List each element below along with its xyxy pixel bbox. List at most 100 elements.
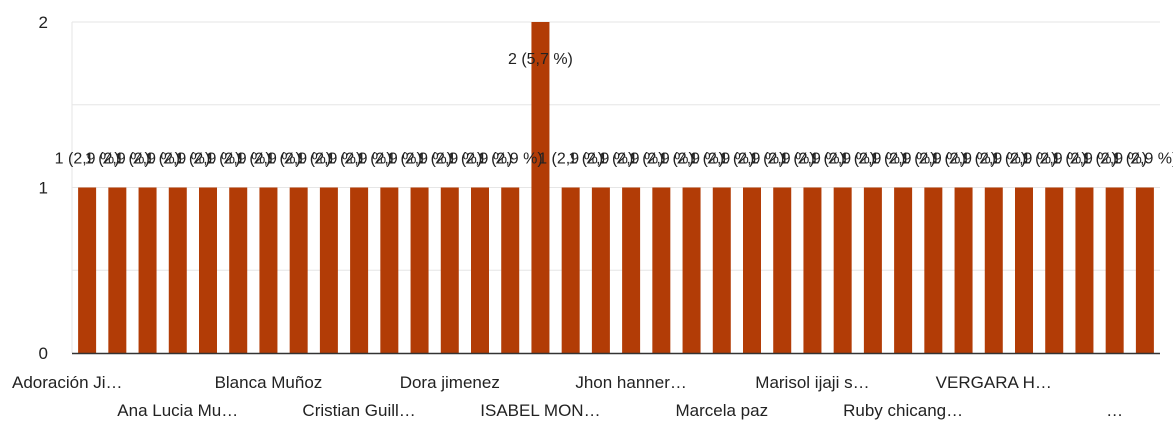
bar: [863, 187, 882, 353]
bar: [1105, 187, 1124, 353]
bar: [1075, 187, 1094, 353]
x-axis-label: Marisol ijaji s…: [755, 373, 869, 392]
svg-text:1 (2,9 %): 1 (2,9 %): [327, 151, 392, 168]
gridlines: [71, 21, 1160, 353]
bar: [289, 187, 308, 353]
svg-text:1 (2,9 %): 1 (2,9 %): [448, 151, 513, 168]
data-label: 1 (2,9 %): [55, 151, 120, 168]
bars: [78, 22, 1154, 353]
bar: [743, 187, 761, 353]
data-label: 1 (2,9 %): [568, 151, 633, 168]
data-label: 1 (2,9 %): [840, 151, 905, 168]
bar: [168, 187, 187, 353]
svg-text:1 (2,9 %): 1 (2,9 %): [689, 151, 754, 168]
data-label: 1 (2,9 %): [992, 151, 1057, 168]
svg-text:1 (2,9 %): 1 (2,9 %): [931, 151, 996, 168]
data-label: 1 (2,9 %): [327, 151, 392, 168]
svg-text:1 (2,9 %): 1 (2,9 %): [659, 151, 724, 168]
svg-text:1 (2,9 %): 1 (2,9 %): [1052, 151, 1117, 168]
data-label: 1 (2,9 %): [538, 151, 603, 168]
bar: [380, 187, 399, 353]
bar: [773, 187, 792, 353]
svg-text:1 (2,9 %): 1 (2,9 %): [780, 151, 845, 168]
data-label: 1 (2,9 %): [901, 151, 966, 168]
bar: [229, 187, 248, 353]
svg-text:1 (2,9 %): 1 (2,9 %): [901, 151, 966, 168]
x-axis-label: Cristian Guill…: [302, 401, 415, 420]
bar: [591, 187, 610, 353]
bar: [652, 187, 671, 353]
data-label: 1 (2,9 %): [1022, 151, 1087, 168]
bar: [108, 187, 127, 353]
svg-text:1 (2,9 %): 1 (2,9 %): [296, 151, 361, 168]
data-label: 1 (2,9 %): [1052, 151, 1117, 168]
bar: [199, 187, 217, 353]
data-label: 1 (2,9 %): [961, 151, 1026, 168]
bar: [138, 187, 157, 353]
data-label: 1 (2,9 %): [780, 151, 845, 168]
svg-text:1 (2,9 %): 1 (2,9 %): [206, 151, 271, 168]
svg-text:1 (2,9 %): 1 (2,9 %): [115, 151, 180, 168]
x-axis-labels: Adoración Ji… Ana Lucia Mu… Blanca Muñoz Cr…: [12, 373, 1123, 420]
svg-text:1 (2,9 %): 1 (2,9 %): [840, 151, 905, 168]
data-label: 1 (2,9 %): [206, 151, 271, 168]
bar: [501, 187, 520, 353]
svg-text:1 (2,9 %): 1 (2,9 %): [629, 151, 694, 168]
bar: [531, 22, 550, 353]
data-label: 1 (2,9 %): [478, 151, 543, 168]
x-axis-label: VERGARA H…: [936, 373, 1052, 392]
x-axis-label: Marcela paz: [675, 401, 768, 420]
svg-text:1 (2,9 %): 1 (2,9 %): [720, 151, 785, 168]
svg-text:1 (2,9 %): 1 (2,9 %): [266, 151, 331, 168]
data-labels: 1 (2,9 %)1 (2,9 %)1 (2,9 %)1 (2,9 %)1 (2…: [55, 51, 1173, 168]
svg-text:1 (2,9 %): 1 (2,9 %): [55, 151, 120, 168]
bar: [410, 187, 429, 353]
bar: [894, 187, 913, 353]
data-label: 1 (2,9 %): [176, 151, 241, 168]
svg-text:1 (2,9 %): 1 (2,9 %): [176, 151, 241, 168]
data-label: 1 (2,9 %): [236, 151, 301, 168]
x-axis-label: Dora jimenez: [400, 373, 500, 392]
data-label: 1 (2,9 %): [1082, 151, 1147, 168]
svg-text:1 (2,9 %): 1 (2,9 %): [568, 151, 633, 168]
data-label: 1 (2,9 %): [296, 151, 361, 168]
bar: [622, 187, 641, 353]
x-axis-label: Adoración Ji…: [12, 373, 123, 392]
svg-text:1 (2,9 %): 1 (2,9 %): [236, 151, 301, 168]
svg-text:1 (2,9 %): 1 (2,9 %): [357, 151, 422, 168]
data-label: 1 (2,9 %): [720, 151, 785, 168]
x-axis-label: Blanca Muñoz: [215, 373, 323, 392]
data-label: 1 (2,9 %): [599, 151, 664, 168]
svg-text:1 (2,9 %): 1 (2,9 %): [961, 151, 1026, 168]
x-axis-label: …: [1106, 401, 1123, 420]
y-tick-label: 2: [39, 13, 48, 32]
bar: [712, 187, 731, 353]
svg-text:1 (2,9 %): 1 (2,9 %): [1022, 151, 1087, 168]
bar: [1045, 187, 1064, 353]
bar: [803, 187, 822, 353]
bar: [1015, 187, 1033, 353]
bar: [682, 187, 701, 353]
data-label: 1 (2,9 %): [810, 151, 875, 168]
x-axis-label: Jhon hanner…: [575, 373, 687, 392]
data-label: 1 (2,9 %): [750, 151, 815, 168]
bar: [984, 187, 1003, 353]
data-label: 1 (2,9 %): [145, 151, 210, 168]
bar: [954, 187, 973, 353]
y-tick-label: 1: [39, 179, 48, 198]
svg-text:1 (2,9 %): 1 (2,9 %): [85, 151, 150, 168]
bar: [440, 187, 459, 353]
svg-text:1 (2,9 %): 1 (2,9 %): [750, 151, 815, 168]
bar: [561, 187, 580, 353]
data-label: 1 (2,9 %): [629, 151, 694, 168]
svg-text:1 (2,9 %): 1 (2,9 %): [1082, 151, 1147, 168]
svg-text:1 (2,9 %): 1 (2,9 %): [599, 151, 664, 168]
svg-text:1 (2,9 %): 1 (2,9 %): [145, 151, 210, 168]
bar: [471, 187, 489, 353]
svg-text:1 (2,9 %): 1 (2,9 %): [810, 151, 875, 168]
y-tick-label: 0: [39, 344, 48, 363]
data-label: 1 (2,9 %): [85, 151, 150, 168]
svg-text:1 (2,9 %): 1 (2,9 %): [387, 151, 452, 168]
x-axis-label: ISABEL MON…: [480, 401, 600, 420]
